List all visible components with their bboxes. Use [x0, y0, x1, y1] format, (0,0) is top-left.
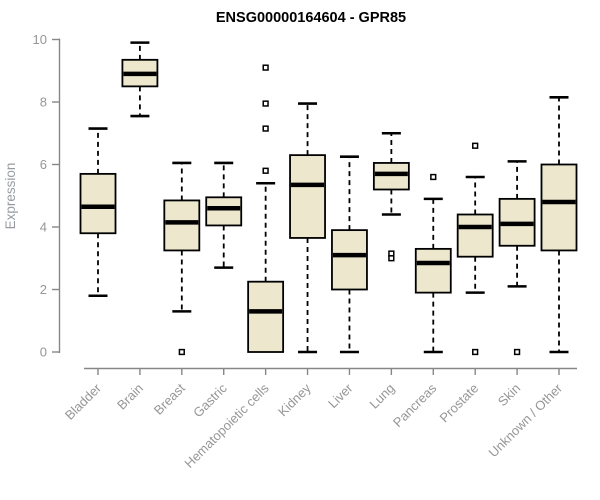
y-tick-label: 0	[40, 345, 47, 360]
outlier-point	[178, 348, 185, 356]
y-tick-label: 4	[40, 220, 47, 235]
x-tick-label: Prostate	[436, 381, 481, 426]
outlier-point	[430, 173, 437, 181]
x-tick-label: Lung	[366, 381, 397, 412]
box-group	[498, 160, 536, 356]
x-tick-label: Unknown / Other	[486, 380, 566, 460]
iqr-box	[289, 154, 326, 239]
y-axis-label: Expression	[3, 163, 18, 230]
x-tick-label: Skin	[495, 381, 523, 409]
y-tick-label: 8	[40, 95, 47, 110]
outlier-point	[472, 348, 479, 356]
y-tick-label: 6	[40, 157, 47, 172]
x-tick-label: Brain	[114, 381, 146, 413]
iqr-box	[331, 229, 368, 291]
x-tick-label: Kidney	[275, 380, 314, 419]
outlier-point	[513, 348, 521, 356]
x-tick-label: Liver	[325, 380, 356, 411]
iqr-box	[163, 199, 201, 252]
iqr-box	[247, 280, 285, 353]
box-group	[121, 41, 159, 118]
iqr-box	[79, 172, 117, 235]
y-tick-label: 2	[40, 282, 47, 297]
x-tick-label: Bladder	[62, 380, 105, 423]
y-tick-label: 10	[33, 32, 47, 47]
iqr-box	[456, 213, 494, 258]
box-series	[79, 41, 578, 356]
iqr-box	[540, 163, 578, 252]
outlier-point	[262, 167, 269, 174]
outlier-point	[262, 64, 269, 71]
iqr-box	[372, 162, 410, 191]
x-tick-label: Pancreas	[390, 380, 440, 430]
box-group	[289, 102, 326, 354]
x-tick-label: Gastric	[190, 380, 230, 420]
outlier-point	[472, 142, 479, 149]
x-tick-label: Breast	[151, 380, 188, 417]
box-group	[163, 161, 201, 356]
outlier-point	[262, 125, 269, 132]
iqr-box	[414, 247, 452, 294]
box-group	[456, 142, 494, 356]
outlier-point	[262, 100, 269, 107]
box-group	[79, 127, 117, 298]
outlier-point	[388, 255, 395, 262]
y-axis: 0 2 4 6 8 10	[33, 32, 61, 360]
box-group	[414, 173, 452, 354]
box-group	[331, 155, 368, 354]
chart-title: ENSG00000164604 - GPR85	[216, 10, 406, 26]
box-group	[205, 161, 243, 269]
box-group	[540, 96, 578, 354]
iqr-box	[205, 196, 243, 227]
box-group	[247, 64, 285, 353]
box-group	[372, 131, 410, 262]
